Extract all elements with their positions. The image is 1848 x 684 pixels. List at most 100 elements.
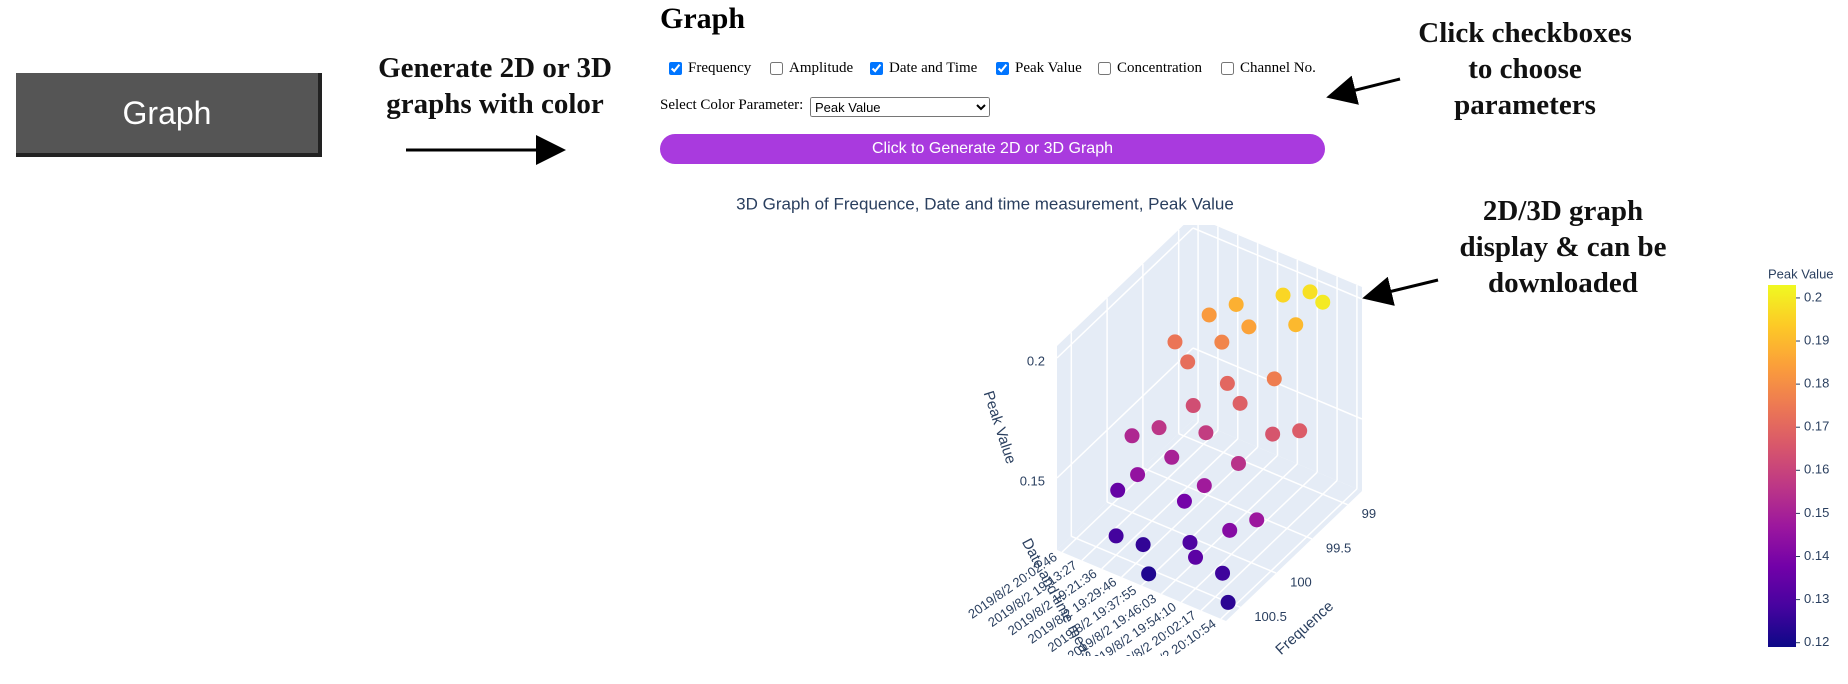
point [1275, 287, 1291, 303]
point [1214, 334, 1230, 350]
colorbar-tick-label: 0.2 [1804, 289, 1822, 304]
checkbox-label: Concentration [1117, 60, 1202, 76]
checkbox-item[interactable]: Date and Time [870, 60, 977, 77]
point [1108, 528, 1124, 544]
grid-line [1081, 429, 1219, 562]
point [1315, 294, 1331, 310]
point [1288, 317, 1304, 333]
point [1249, 512, 1265, 528]
point [1230, 455, 1246, 471]
point [1185, 398, 1201, 414]
point [1130, 467, 1146, 483]
checkbox-item[interactable]: Concentration [1098, 60, 1202, 77]
color-select[interactable]: Peak Value [810, 97, 990, 117]
point [1292, 423, 1308, 439]
generate-button[interactable]: Click to Generate 2D or 3D Graph [660, 134, 1325, 164]
grid-line [1192, 227, 1363, 300]
arrow [1326, 75, 1401, 105]
checkbox[interactable] [1098, 62, 1111, 75]
point [1167, 334, 1183, 350]
checkbox-label: Peak Value [1015, 60, 1082, 76]
colorbar-tick-label: 0.18 [1804, 376, 1829, 391]
annotation-line: parameters [1454, 89, 1596, 121]
annotation-line: 2D/3D graph [1482, 195, 1644, 227]
checkbox-label: Channel No. [1240, 60, 1316, 76]
annotation-line: downloaded [1488, 267, 1638, 299]
graph-button[interactable]: Graph [16, 73, 322, 157]
checkbox[interactable] [770, 62, 783, 75]
x-tick-label: 100 [1290, 575, 1312, 590]
checkbox[interactable] [996, 62, 1009, 75]
annotation: 2D/3D graph display & can be downloaded [1413, 193, 1713, 301]
point [1266, 371, 1282, 387]
x-tick-label: 100.5 [1254, 609, 1287, 624]
point [1164, 449, 1180, 465]
checkbox[interactable] [1221, 62, 1234, 75]
point [1222, 522, 1238, 538]
grid-line [1200, 479, 1338, 612]
checkbox[interactable] [870, 62, 883, 75]
z-axis-title: Peak Value [980, 389, 1020, 466]
point [1302, 284, 1318, 300]
point [1220, 594, 1236, 610]
checkbox-label: Frequency [688, 60, 752, 76]
heading: Graph [660, 2, 746, 35]
point [1151, 420, 1167, 436]
annotation-line: display & can be [1459, 231, 1667, 263]
checkbox-item[interactable]: Frequency [669, 60, 751, 77]
point [1241, 319, 1257, 335]
point [1219, 375, 1235, 391]
colorbar-tick-label: 0.14 [1804, 548, 1829, 563]
grid-line [1220, 488, 1358, 620]
point [1215, 565, 1231, 581]
annotation-line: Generate 2D or 3D [378, 52, 612, 84]
point [1182, 534, 1198, 550]
grid-line [1101, 438, 1239, 570]
grid-line [1061, 421, 1199, 553]
grid-line [1056, 347, 1194, 479]
colorbar-tick-label: 0.13 [1804, 591, 1829, 606]
colorbar-tick-label: 0.16 [1804, 462, 1829, 477]
point [1228, 296, 1244, 312]
annotation-line: graphs with color [386, 88, 604, 120]
checkbox-label: Amplitude [789, 60, 854, 76]
z-tick-label: 0.2 [1027, 353, 1045, 368]
point [1232, 395, 1248, 411]
colorbar-tick-label: 0.12 [1804, 634, 1829, 649]
point [1180, 354, 1196, 370]
colorbar-tick-label: 0.17 [1804, 419, 1829, 434]
point [1110, 482, 1126, 498]
annotation-line: Click checkboxes [1418, 17, 1632, 49]
checkbox-item[interactable]: Channel No. [1221, 60, 1316, 77]
annotation: Click checkboxes to choose parameters [1375, 15, 1675, 123]
checkbox[interactable] [669, 62, 682, 75]
grid-line [1140, 454, 1279, 587]
pane-wall [1057, 225, 1193, 550]
colorbar-title: Peak Value [1768, 266, 1834, 281]
grid-line [1056, 227, 1194, 359]
select-label: Select Color Parameter: [660, 97, 804, 113]
point [1198, 425, 1214, 441]
point [1124, 428, 1140, 444]
colorbar-tick-label: 0.15 [1804, 505, 1829, 520]
x-axis-title: Frequence [1272, 598, 1337, 659]
checkbox-item[interactable]: Amplitude [770, 60, 853, 77]
point [1141, 566, 1157, 582]
x-tick-label: 99 [1362, 506, 1376, 521]
checkbox-item[interactable]: Peak Value [996, 60, 1082, 77]
grid-line [1180, 471, 1318, 603]
x-tick-label: 99.5 [1326, 540, 1351, 555]
z-tick-label: 0.15 [1020, 473, 1045, 488]
annotation: Generate 2D or 3D graphs with color [345, 50, 645, 122]
colorbar-gradient [1768, 285, 1796, 647]
annotation-line: to choose [1468, 53, 1582, 85]
point [1201, 307, 1217, 323]
colorbar: Peak Value 0.12 0.13 0.14 0.15 0.16 0.17 0.18 0.… [1768, 266, 1834, 649]
checkbox-label: Date and Time [889, 60, 978, 76]
point [1265, 426, 1281, 442]
colorbar-tick-label: 0.19 [1804, 332, 1829, 347]
chart-title: 3D Graph of Frequence, Date and time mea… [736, 194, 1234, 213]
